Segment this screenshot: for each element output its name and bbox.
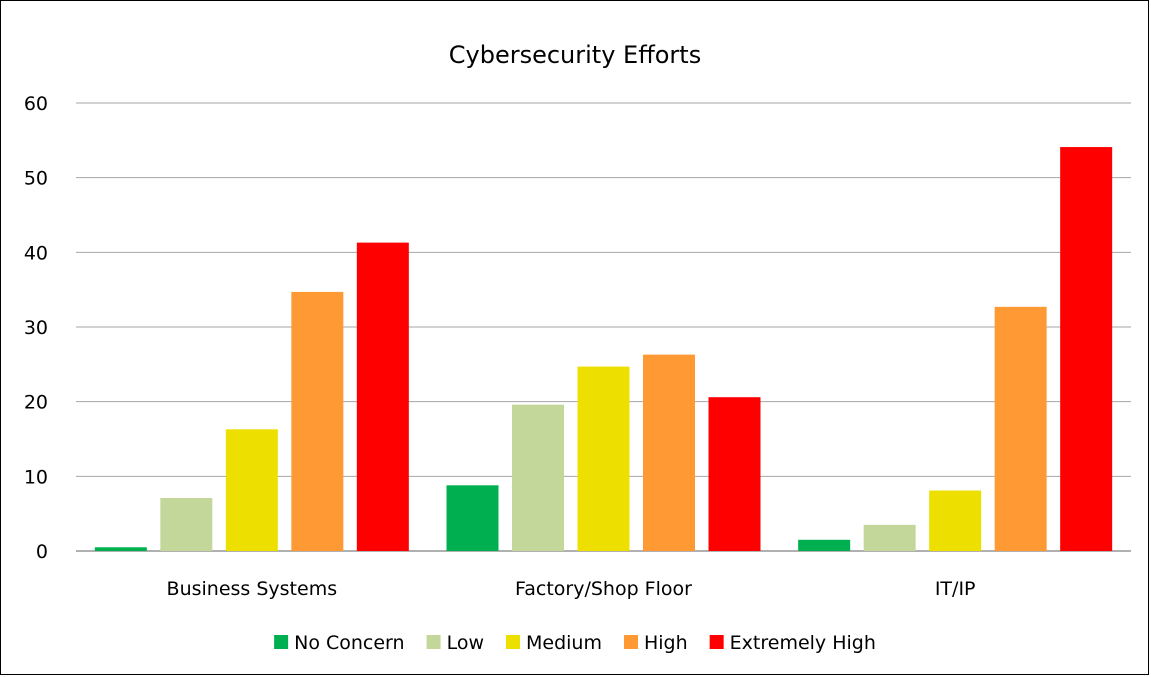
category-label: Business Systems xyxy=(167,578,338,600)
bar xyxy=(929,490,982,551)
legend-label: Low xyxy=(447,632,484,654)
legend-label: Extremely High xyxy=(730,632,876,654)
chart-title: Cybersecurity Efforts xyxy=(449,41,701,69)
y-tick-label: 10 xyxy=(24,466,48,488)
bars xyxy=(94,147,1113,552)
bar xyxy=(577,366,630,551)
bar xyxy=(643,354,695,551)
bar xyxy=(446,485,499,551)
category-label: IT/IP xyxy=(935,578,976,600)
legend-swatch xyxy=(506,635,521,649)
legend-swatch xyxy=(426,635,441,649)
x-axis-categories: Business Systems Factory/Shop Floor IT/IP xyxy=(167,578,976,600)
legend: No Concern Low Medium High Extremely High xyxy=(274,632,876,654)
legend-label: Medium xyxy=(526,632,602,654)
bar xyxy=(225,429,278,551)
y-tick-label: 50 xyxy=(24,168,48,190)
y-tick-label: 30 xyxy=(24,317,48,339)
bar xyxy=(291,291,344,551)
legend-swatch xyxy=(274,635,289,649)
y-tick-label: 0 xyxy=(36,541,48,563)
y-tick-label: 20 xyxy=(24,392,48,414)
bar xyxy=(994,306,1047,551)
y-tick-label: 40 xyxy=(24,242,48,264)
bar xyxy=(94,547,147,551)
bar xyxy=(356,242,409,552)
legend-swatch xyxy=(709,635,724,649)
legend-label: High xyxy=(644,632,688,654)
category-label: Factory/Shop Floor xyxy=(515,578,692,600)
y-tick-label: 60 xyxy=(24,93,48,115)
bar xyxy=(1060,147,1113,551)
legend-swatch xyxy=(623,635,638,649)
bar xyxy=(798,539,851,551)
legend-label: No Concern xyxy=(294,632,404,654)
y-axis-ticks: 0 10 20 30 40 50 60 xyxy=(24,93,48,563)
bar xyxy=(863,524,916,551)
bar xyxy=(708,397,761,551)
bar xyxy=(512,404,564,551)
bar xyxy=(160,497,213,551)
